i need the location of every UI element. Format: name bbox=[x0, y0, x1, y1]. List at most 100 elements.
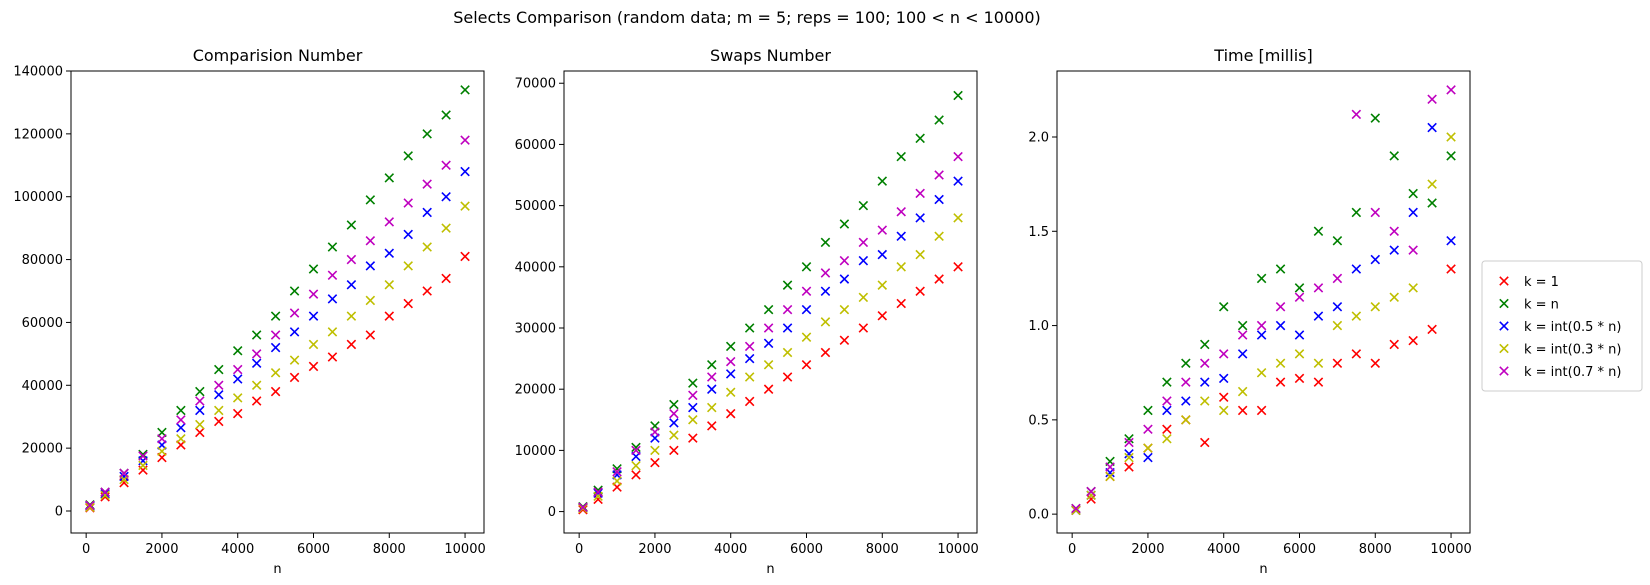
data-point bbox=[782, 372, 793, 382]
data-point bbox=[953, 90, 963, 101]
legend-item: k = n bbox=[1499, 298, 1559, 313]
x-tick-label: 0 bbox=[1068, 542, 1076, 557]
data-point bbox=[877, 225, 888, 235]
data-point bbox=[1275, 358, 1286, 369]
subplot-3: Time [millis] 0 2000 4000 6000 8000 10000 0.0 0.… bbox=[1028, 46, 1471, 577]
data-point bbox=[934, 170, 944, 180]
data-point bbox=[1086, 486, 1096, 497]
x-axis-label: n bbox=[766, 562, 774, 577]
data-point bbox=[270, 367, 281, 378]
data-point bbox=[403, 261, 413, 271]
data-point bbox=[820, 237, 831, 248]
data-point bbox=[839, 335, 850, 346]
data-point bbox=[100, 488, 110, 499]
plot-area bbox=[578, 90, 963, 515]
data-point bbox=[138, 455, 148, 466]
y-tick-label: 20000 bbox=[22, 442, 63, 457]
legend-marker bbox=[1499, 298, 1509, 309]
data-point bbox=[308, 361, 319, 372]
x-tick-label: 8000 bbox=[373, 542, 406, 557]
data-point bbox=[1218, 392, 1229, 402]
data-point bbox=[1143, 443, 1153, 453]
data-point bbox=[612, 476, 622, 486]
data-point bbox=[953, 213, 963, 223]
data-point bbox=[460, 166, 470, 177]
data-point bbox=[214, 405, 224, 416]
data-point bbox=[119, 468, 129, 479]
data-point bbox=[915, 213, 925, 223]
data-point bbox=[1408, 283, 1418, 293]
data-point bbox=[1370, 254, 1381, 265]
subplot-title: Comparision Number bbox=[193, 46, 363, 65]
data-point bbox=[725, 341, 736, 352]
legend-marker bbox=[1499, 276, 1509, 286]
data-point bbox=[1124, 462, 1134, 472]
data-point bbox=[858, 323, 869, 333]
data-point bbox=[1218, 373, 1229, 384]
y-tick-label: 140000 bbox=[13, 65, 63, 80]
data-point bbox=[384, 248, 395, 259]
data-point bbox=[669, 399, 679, 410]
data-point bbox=[593, 491, 603, 502]
data-point bbox=[251, 358, 262, 369]
data-point bbox=[1218, 349, 1229, 359]
data-point bbox=[858, 255, 869, 266]
data-point bbox=[801, 262, 812, 272]
data-point bbox=[650, 427, 660, 437]
data-point bbox=[1200, 396, 1210, 406]
data-point bbox=[214, 364, 224, 375]
data-point bbox=[631, 445, 641, 456]
x-tick-label: 8000 bbox=[1359, 542, 1392, 557]
data-point bbox=[953, 262, 963, 272]
data-point bbox=[744, 372, 755, 382]
legend-label: k = int(0.7 * n) bbox=[1524, 365, 1621, 380]
data-point bbox=[1446, 132, 1456, 142]
data-point bbox=[1256, 330, 1267, 340]
data-point bbox=[707, 372, 717, 382]
data-point bbox=[346, 339, 357, 350]
data-point bbox=[1162, 424, 1172, 435]
y-tick-label: 10000 bbox=[515, 444, 556, 459]
data-point bbox=[839, 274, 850, 284]
data-point bbox=[1389, 245, 1399, 255]
data-point bbox=[1351, 264, 1362, 274]
data-point bbox=[195, 386, 205, 397]
series-1 bbox=[85, 251, 470, 513]
data-point bbox=[763, 359, 774, 370]
data-point bbox=[138, 460, 148, 471]
data-point bbox=[346, 254, 357, 265]
data-point bbox=[176, 433, 186, 444]
data-point bbox=[1086, 490, 1096, 501]
x-tick-label: 6000 bbox=[297, 542, 330, 557]
legend-label: k = 1 bbox=[1524, 275, 1559, 290]
data-point bbox=[1275, 264, 1286, 274]
data-point bbox=[1370, 207, 1381, 218]
data-point bbox=[403, 198, 413, 208]
data-point bbox=[669, 430, 679, 440]
data-point bbox=[593, 487, 603, 497]
data-point bbox=[308, 264, 319, 274]
data-point bbox=[1351, 207, 1362, 218]
data-point bbox=[801, 359, 812, 370]
data-point bbox=[1294, 373, 1305, 384]
data-point bbox=[403, 151, 413, 161]
data-point bbox=[1237, 386, 1248, 397]
x-tick-label: 6000 bbox=[1283, 542, 1316, 557]
x-tick-label: 0 bbox=[575, 542, 583, 557]
data-point bbox=[1124, 452, 1134, 463]
data-point bbox=[251, 396, 262, 406]
data-point bbox=[915, 249, 925, 260]
data-point bbox=[1294, 292, 1305, 303]
data-point bbox=[365, 330, 376, 340]
data-point bbox=[1275, 301, 1286, 312]
y-tick-label: 20000 bbox=[515, 383, 556, 398]
data-point bbox=[176, 415, 186, 425]
series-4 bbox=[1071, 132, 1456, 516]
data-point bbox=[138, 451, 148, 461]
data-point bbox=[1332, 358, 1343, 369]
legend-label: k = n bbox=[1524, 298, 1559, 313]
y-tick-label: 40000 bbox=[515, 260, 556, 275]
data-point bbox=[839, 255, 850, 266]
y-tick-label: 0 bbox=[55, 505, 63, 520]
data-point bbox=[1143, 405, 1153, 416]
